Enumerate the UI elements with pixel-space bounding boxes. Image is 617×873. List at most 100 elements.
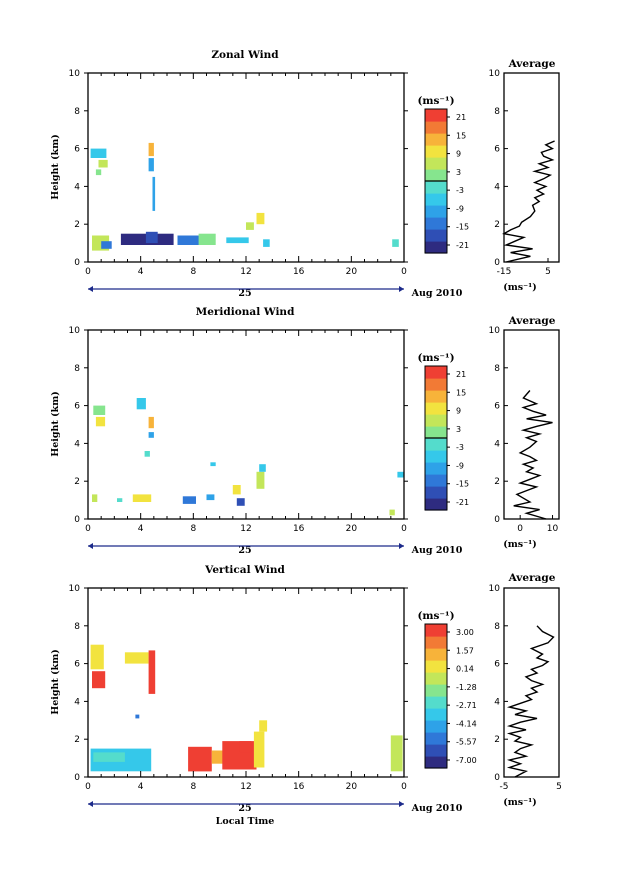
- colorbar-swatch: [425, 426, 447, 439]
- colorbar-tick-label: -21: [456, 241, 469, 250]
- average-x-tick-label: 5: [545, 267, 551, 277]
- y-tick-label: 10: [69, 69, 81, 79]
- colorbar-title: (ms⁻¹): [417, 95, 454, 107]
- colorbar-tick-label: -1.28: [456, 683, 477, 692]
- colorbar-tick-label: -21: [456, 498, 469, 507]
- y-tick-label: 0: [74, 258, 80, 268]
- x-tick-label: 12: [240, 782, 251, 792]
- colorbar-swatch: [425, 157, 447, 170]
- colorbar-swatch: [425, 366, 447, 379]
- average-y-tick-label: 6: [494, 145, 500, 155]
- date-line-start-marker: [88, 286, 93, 292]
- colorbar-swatch: [425, 181, 447, 194]
- colorbar-tick-label: 3: [456, 425, 461, 434]
- average-y-tick-label: 10: [489, 69, 501, 79]
- y-tick-label: 0: [74, 773, 80, 783]
- x-tick-label: 4: [138, 782, 144, 792]
- x-tick-label: 20: [346, 267, 358, 277]
- average-x-tick-label: -15: [497, 267, 512, 277]
- average-y-tick-label: 4: [494, 439, 500, 449]
- heatmap-cell: [148, 650, 156, 694]
- y-tick-label: 4: [74, 439, 80, 449]
- average-xlabel: (ms⁻¹): [503, 539, 537, 550]
- colorbar-tick-label: 3: [456, 168, 461, 177]
- y-tick-label: 4: [74, 182, 80, 192]
- y-tick-label: 6: [74, 402, 80, 412]
- average-frame: [503, 587, 560, 778]
- x-axis-label: Local Time: [216, 816, 275, 827]
- average-x-tick-label: -5: [500, 782, 509, 792]
- colorbar-tick-label: 0.14: [456, 665, 474, 674]
- average-profile-line: [506, 625, 555, 778]
- colorbar-swatch: [425, 390, 447, 403]
- date-day: 25: [238, 803, 251, 814]
- x-tick-label: 16: [293, 782, 305, 792]
- heatmap-cell: [226, 237, 249, 244]
- heatmap-cell: [98, 159, 108, 168]
- average-xlabel: (ms⁻¹): [503, 797, 537, 808]
- heatmap-cell: [210, 462, 216, 467]
- x-tick-label: 8: [190, 782, 196, 792]
- colorbar-swatch: [425, 708, 447, 721]
- colorbar-swatch: [425, 229, 447, 242]
- colorbar-tick-label: -9: [456, 204, 464, 213]
- y-tick-label: 8: [74, 107, 80, 117]
- plot-frame: [87, 72, 405, 263]
- colorbar-tick-label: 9: [456, 407, 461, 416]
- x-tick-label: 4: [138, 524, 144, 534]
- average-profile-line: [513, 390, 553, 520]
- colorbar-swatch: [425, 169, 447, 182]
- heatmap-cell: [263, 239, 270, 247]
- y-axis-label: Height (km): [50, 649, 61, 715]
- colorbar-swatch: [425, 720, 447, 733]
- panel-title: Vertical Wind: [204, 564, 285, 576]
- y-tick-label: 2: [74, 477, 80, 487]
- heatmap-cell: [117, 498, 123, 502]
- colorbar-swatch: [425, 498, 447, 511]
- heatmap-cell: [95, 416, 106, 427]
- heatmap-cell: [135, 714, 140, 719]
- average-frame: [503, 329, 560, 520]
- x-tick-label: 0: [85, 524, 91, 534]
- colorbar-tick-label: 1.57: [456, 646, 474, 655]
- panel-title: Zonal Wind: [211, 49, 279, 61]
- x-tick-label: 0: [85, 782, 91, 792]
- average-title: Average: [508, 315, 556, 327]
- colorbar-tick-label: 3.00: [456, 628, 474, 637]
- zonal-wind-panel: Zonal Wind Height (km) (ms⁻¹) Average (m…: [50, 49, 560, 299]
- heatmap-cell: [246, 222, 254, 230]
- heatmap-cell: [92, 671, 106, 689]
- colorbar-swatch: [425, 696, 447, 709]
- average-title: Average: [508, 572, 556, 584]
- heatmap-cell: [148, 416, 154, 429]
- colorbar-tick-label: -4.14: [456, 719, 477, 728]
- x-tick-label: 0: [85, 267, 91, 277]
- average-profile-line: [502, 140, 555, 263]
- y-tick-label: 8: [74, 364, 80, 374]
- y-tick-label: 6: [74, 145, 80, 155]
- average-y-tick-label: 8: [494, 107, 500, 117]
- colorbar-swatch: [425, 438, 447, 451]
- colorbar-swatch: [425, 684, 447, 697]
- colorbar-swatch: [425, 672, 447, 685]
- colorbar-tick-label: -7.00: [456, 756, 477, 765]
- meridional-wind-panel: Meridional Wind Height (km) (ms⁻¹) Avera…: [50, 306, 560, 556]
- heatmap-cell: [132, 494, 152, 502]
- average-x-tick-label: 5: [556, 782, 562, 792]
- colorbar-tick-label: 15: [456, 131, 466, 140]
- colorbar-swatch: [425, 402, 447, 415]
- y-tick-label: 4: [74, 697, 80, 707]
- x-tick-label: 16: [293, 524, 305, 534]
- heatmap-cell: [148, 142, 154, 157]
- heatmap-cell: [144, 451, 150, 457]
- y-tick-label: 10: [69, 326, 81, 336]
- x-tick-label: 0: [401, 267, 407, 277]
- heatmap-cell: [145, 231, 158, 244]
- colorbar-tick-label: -5.57: [456, 738, 477, 747]
- date-label: Aug 2010: [411, 288, 463, 299]
- average-y-tick-label: 4: [494, 182, 500, 192]
- date-day: 25: [238, 545, 251, 556]
- x-tick-label: 20: [346, 524, 358, 534]
- colorbar-tick-label: 21: [456, 113, 466, 122]
- date-line-end-marker: [399, 286, 404, 292]
